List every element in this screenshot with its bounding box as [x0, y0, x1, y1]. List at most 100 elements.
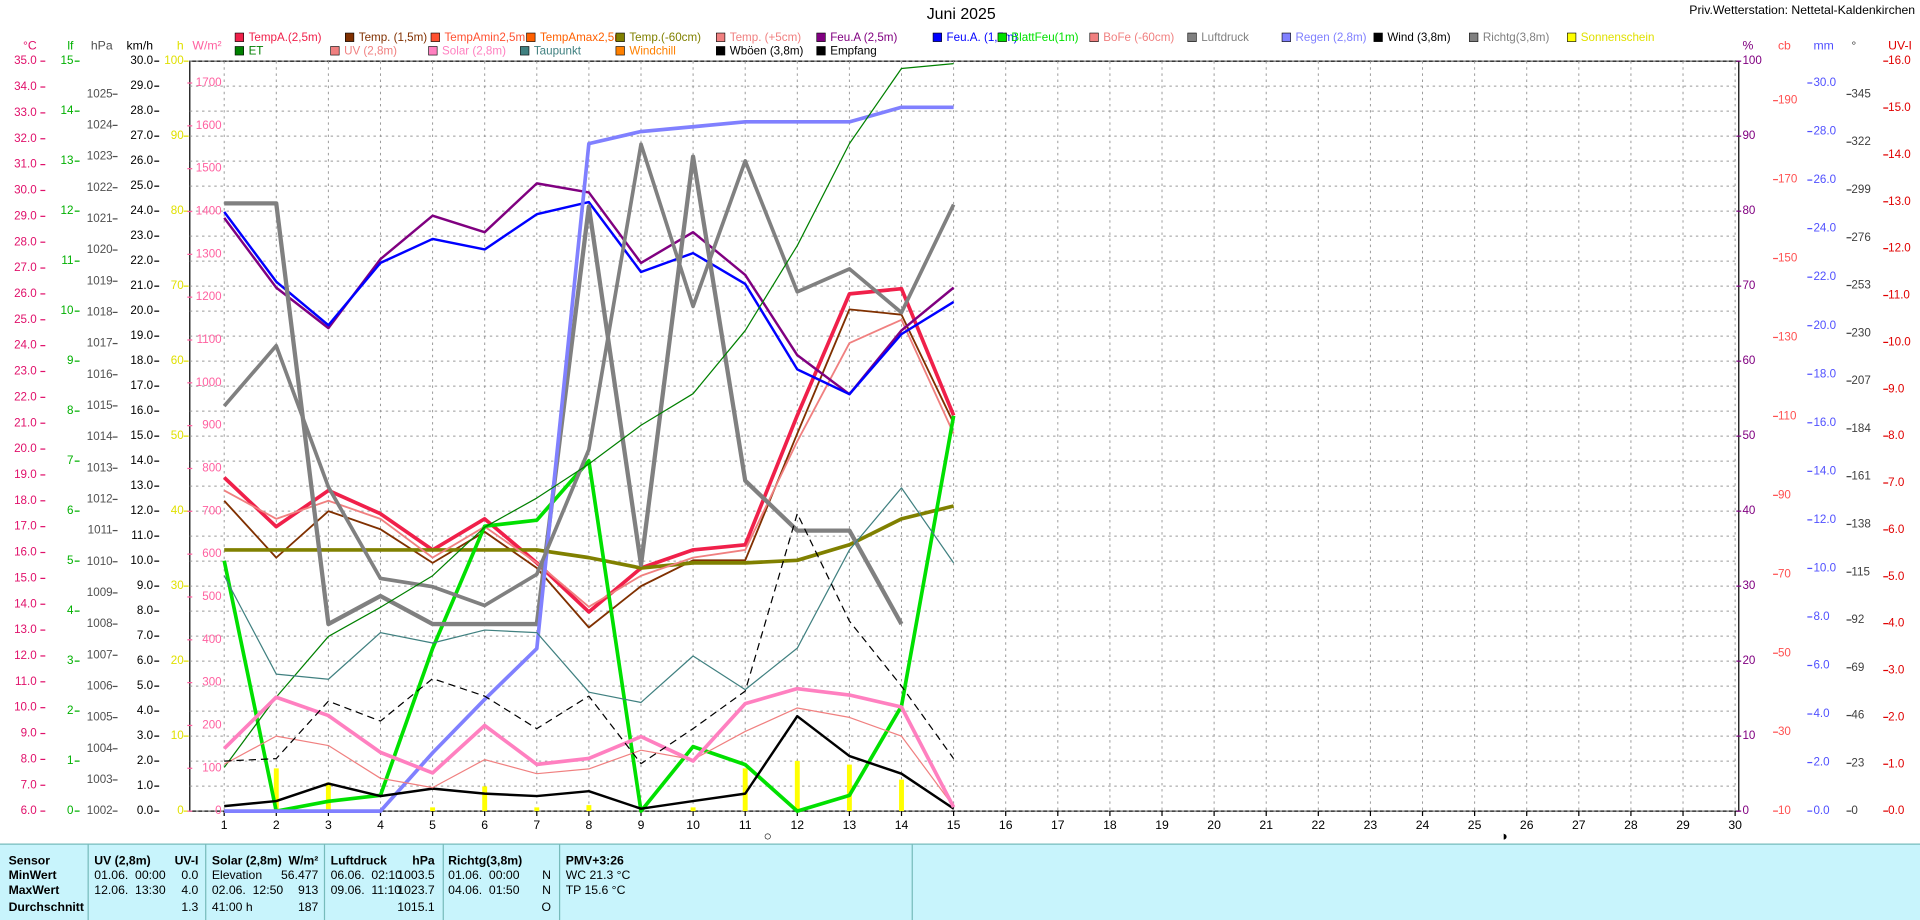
table-cell: 41:00 h — [212, 900, 253, 914]
axis-unit-label: cb — [1778, 39, 1791, 53]
y-tick-label: 1003 — [87, 773, 113, 786]
legend-swatch — [520, 46, 530, 56]
y-tick-label: 10.0 — [1813, 561, 1836, 574]
y-tick-label: 12.0 — [130, 504, 153, 517]
y-tick-label: 1400 — [196, 205, 222, 218]
y-tick-label: 800 — [202, 462, 221, 475]
y-tick-label: 13.0 — [130, 479, 153, 492]
sunshine-bar — [273, 768, 279, 812]
table-row-label: Durchschnitt — [9, 900, 84, 914]
legend-swatch — [234, 32, 244, 42]
y-tick-label: 24.0 — [1813, 222, 1836, 235]
y-tick-label: 1017 — [87, 337, 113, 350]
table-cell: TP 15.6 °C — [566, 883, 626, 897]
y-tick-label: 0.0 — [137, 804, 153, 817]
table-cell: O — [542, 900, 552, 914]
axis-unit-label: km/h — [127, 39, 153, 53]
x-tick-label: 19 — [1155, 818, 1169, 832]
legend-label: ET — [249, 44, 264, 57]
y-tick-label: 50 — [1742, 429, 1755, 442]
y-tick-label: 1010 — [87, 555, 113, 568]
y-tick-label: 40 — [1742, 504, 1755, 517]
y-tick-label: 14.0 — [14, 597, 37, 610]
series-line — [223, 200, 955, 396]
y-tick-label: 2.0 — [137, 754, 153, 767]
y-tick-label: 22.0 — [130, 254, 153, 267]
x-tick-label: 20 — [1207, 818, 1221, 832]
x-tick-label: 6 — [481, 818, 488, 832]
y-tick-label: 20.0 — [14, 442, 37, 455]
legend-label: Regen (2,8m) — [1296, 31, 1367, 44]
axis-unit-label: W/m² — [192, 39, 221, 53]
y-tick-label: 23.0 — [130, 229, 153, 242]
y-tick-label: 16.0 — [14, 546, 37, 559]
y-tick-label: 30 — [1778, 725, 1791, 738]
y-tick-label: 20 — [1742, 654, 1755, 667]
x-tick-label: 18 — [1103, 818, 1117, 832]
table-cell: 4.0 — [181, 883, 198, 897]
x-tick-label: 12 — [791, 818, 805, 832]
y-tick-label: 0 — [177, 804, 183, 817]
table-cell: N — [542, 868, 551, 882]
y-tick-label: 170 — [1778, 173, 1797, 186]
legend-swatch — [816, 46, 826, 56]
y-tick-label: 11.0 — [15, 675, 37, 688]
sunshine-bar — [534, 807, 540, 812]
y-tick-label: 230 — [1851, 326, 1870, 339]
table-cell: 56.477 — [281, 868, 319, 882]
table-background — [0, 844, 1920, 920]
x-tick-label: 2 — [273, 818, 280, 832]
y-tick-label: 5 — [67, 554, 73, 567]
table-header: Luftdruck — [331, 854, 388, 868]
sunshine-bar — [325, 782, 331, 812]
sunshine-bar — [482, 786, 488, 812]
y-tick-label: 19.0 — [130, 329, 153, 342]
y-tick-label: 115 — [1851, 565, 1870, 578]
y-tick-label: 1008 — [87, 617, 113, 630]
y-tick-label: 8.0 — [1813, 610, 1829, 623]
series-line — [223, 487, 955, 704]
y-tick-label: 138 — [1851, 517, 1870, 530]
y-tick-label: 1023 — [87, 150, 113, 163]
series-line — [224, 154, 904, 627]
y-tick-label: 24.0 — [130, 204, 153, 217]
y-tick-label: 3.0 — [1888, 664, 1904, 677]
series-line — [224, 105, 954, 813]
y-tick-label: 7.0 — [1888, 476, 1904, 489]
y-tick-label: 11.0 — [131, 529, 153, 542]
legend-swatch — [716, 46, 726, 56]
y-tick-label: 50 — [1778, 646, 1791, 659]
legend-swatch — [1373, 32, 1383, 42]
x-tick-label: 4 — [377, 818, 384, 832]
table-header: UV (2,8m) — [94, 854, 150, 868]
axis-unit-label: mm — [1813, 39, 1833, 53]
moon-phase: ◑ — [1500, 828, 1508, 843]
table-row-label: MinWert — [9, 868, 57, 882]
y-tick-label: 400 — [202, 633, 221, 646]
y-tick-label: 16.0 — [130, 404, 153, 417]
y-tick-label: 25.0 — [130, 179, 153, 192]
y-tick-label: 184 — [1851, 422, 1871, 435]
y-tick-label: 5.0 — [137, 679, 153, 692]
x-tick-label: 24 — [1416, 818, 1430, 832]
y-tick-label: 24.0 — [14, 339, 37, 352]
table-cell: 0.0 — [181, 868, 198, 882]
legend-label: Sonnenschein — [1581, 31, 1655, 44]
y-tick-label: 1100 — [197, 333, 222, 346]
y-tick-label: 12.0 — [1813, 513, 1836, 526]
sunshine-bar — [430, 807, 436, 812]
legend-label: Temp. (1,5m) — [359, 31, 428, 44]
axis-unit-label: °C — [23, 39, 37, 53]
x-tick-label: 23 — [1364, 818, 1378, 832]
legend-swatch — [428, 46, 438, 56]
y-tick-label: 190 — [1778, 94, 1797, 107]
y-tick-label: 40 — [171, 504, 184, 517]
y-tick-label: 27.0 — [14, 261, 37, 274]
y-tick-label: 17.0 — [14, 520, 37, 533]
y-tick-label: 18.0 — [1813, 367, 1836, 380]
x-tick-label: 16 — [999, 818, 1013, 832]
y-tick-label: 1.0 — [137, 779, 153, 792]
y-tick-label: 18.0 — [14, 494, 37, 507]
